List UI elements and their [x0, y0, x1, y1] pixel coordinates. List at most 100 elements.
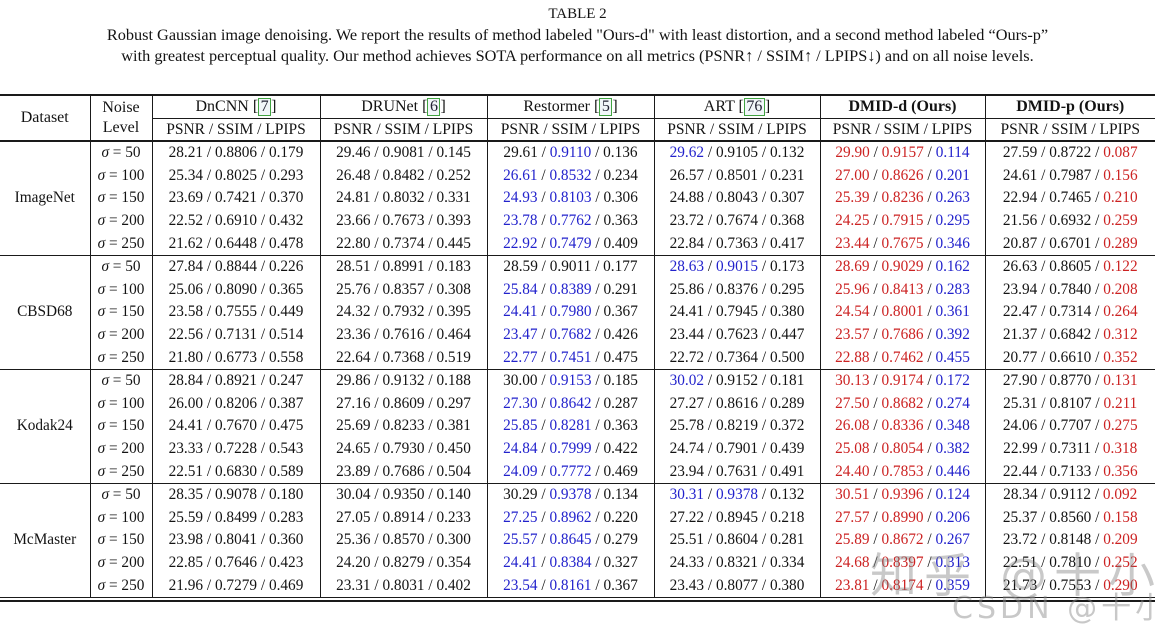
noise-level-value: σ = 50: [90, 254, 153, 279]
psnr-value: 21.73: [1002, 576, 1038, 594]
ssim-value: 0.8501: [715, 166, 759, 184]
lpips-value: 0.469: [603, 462, 638, 480]
psnr-value: 23.44: [669, 326, 705, 344]
psnr-value: 26.08: [835, 417, 870, 435]
lpips-value: 0.327: [603, 553, 638, 571]
ssim-value: 0.9105: [715, 144, 759, 162]
psnr-value: 26.61: [503, 166, 538, 184]
ssim-value: 0.8645: [549, 531, 592, 549]
ssim-value: 0.7451: [549, 348, 592, 366]
metric-cell: 29.90 / 0.9157 / 0.114: [820, 141, 986, 165]
sigma-symbol: σ: [97, 348, 106, 366]
metric-cell: 23.66 / 0.7673 / 0.393: [320, 209, 488, 233]
metric-cell: 21.62 / 0.6448 / 0.478: [152, 232, 321, 256]
lpips-value: 0.306: [603, 189, 638, 207]
ssim-value: 0.9029: [881, 258, 924, 276]
metric-cell: 27.30 / 0.8642 / 0.287: [487, 392, 655, 416]
citation-link[interactable]: 76: [743, 98, 765, 116]
noise-level-value: σ = 250: [90, 232, 153, 256]
metric-cell: 22.77 / 0.7451 / 0.475: [487, 346, 655, 370]
dataset-label: ImageNet: [0, 141, 91, 256]
lpips-value: 0.173: [769, 258, 805, 276]
lpips-value: 0.172: [935, 372, 970, 390]
noise-level-value: σ = 100: [90, 506, 153, 530]
lpips-value: 0.208: [1103, 280, 1138, 298]
ssim-value: 0.6448: [214, 234, 258, 252]
psnr-value: 21.62: [168, 234, 204, 252]
lpips-value: 0.348: [935, 417, 970, 435]
metric-cell: 23.33 / 0.7228 / 0.543: [152, 437, 321, 461]
sigma-symbol: σ: [101, 258, 109, 276]
metric-cell: 27.90 / 0.8770 / 0.131: [985, 368, 1155, 393]
psnr-value: 28.51: [336, 258, 371, 276]
ssim-value: 0.7279: [214, 576, 258, 594]
psnr-value: 20.77: [1002, 348, 1038, 366]
lpips-value: 0.402: [436, 576, 471, 594]
noise-level-value: σ = 50: [90, 368, 153, 393]
metric-cell: 28.59 / 0.9011 / 0.177: [487, 254, 655, 279]
citation-link[interactable]: 5: [599, 98, 613, 116]
citation-link[interactable]: 7: [258, 98, 272, 116]
metric-cell: 24.41 / 0.8384 / 0.327: [487, 551, 655, 575]
lpips-value: 0.275: [1103, 417, 1138, 435]
sigma-symbol: σ: [97, 394, 106, 412]
metric-cell: 27.84 / 0.8844 / 0.226: [152, 254, 321, 279]
ssim-value: 0.7762: [549, 212, 592, 230]
ssim-value: 0.8532: [549, 166, 592, 184]
lpips-value: 0.291: [603, 280, 638, 298]
ssim-value: 0.8642: [549, 394, 592, 412]
ssim-value: 0.7623: [715, 326, 759, 344]
ssim-value: 0.8672: [881, 531, 924, 549]
ssim-value: 0.8054: [881, 440, 924, 458]
psnr-value: 24.41: [503, 303, 538, 321]
ssim-value: 0.8279: [382, 553, 425, 571]
metric-cell: 24.88 / 0.8043 / 0.307: [654, 187, 821, 210]
lpips-value: 0.354: [436, 553, 471, 571]
lpips-value: 0.360: [268, 531, 304, 549]
ssim-value: 0.8990: [881, 508, 924, 526]
sigma-symbol: σ: [97, 531, 106, 549]
lpips-value: 0.259: [1103, 212, 1138, 230]
ssim-value: 0.8281: [549, 417, 592, 435]
metric-cell: 23.47 / 0.7682 / 0.426: [487, 323, 655, 347]
psnr-value: 22.77: [503, 348, 538, 366]
psnr-value: 27.25: [503, 508, 538, 526]
lpips-value: 0.233: [436, 508, 471, 526]
psnr-value: 25.96: [835, 280, 870, 298]
table-number-title: TABLE 2: [548, 6, 607, 22]
lpips-value: 0.145: [436, 144, 471, 162]
lpips-value: 0.181: [769, 372, 805, 390]
sigma-symbol: σ: [97, 234, 106, 252]
sigma-symbol: σ: [97, 280, 106, 298]
psnr-value: 28.35: [168, 486, 204, 504]
psnr-value: 27.50: [835, 394, 870, 412]
psnr-value: 21.80: [168, 348, 204, 366]
lpips-value: 0.475: [603, 348, 638, 366]
psnr-value: 24.41: [168, 417, 204, 435]
lpips-value: 0.363: [603, 417, 638, 435]
ssim-value: 0.8103: [549, 189, 592, 207]
lpips-value: 0.393: [436, 212, 471, 230]
psnr-value: 23.98: [168, 531, 204, 549]
metric-cell: 28.69 / 0.9029 / 0.162: [820, 254, 986, 279]
psnr-value: 24.20: [336, 553, 371, 571]
ssim-value: 0.8806: [214, 144, 258, 162]
lpips-value: 0.423: [268, 553, 304, 571]
psnr-value: 24.74: [669, 440, 705, 458]
lpips-value: 0.370: [268, 189, 304, 207]
metric-cell: 27.59 / 0.8722 / 0.087: [1002, 144, 1138, 162]
lpips-value: 0.140: [436, 486, 471, 504]
lpips-value: 0.372: [769, 417, 805, 435]
metric-cell: 22.44 / 0.7133 / 0.356: [1002, 462, 1138, 480]
ssim-value: 0.8032: [382, 189, 425, 207]
ssim-value: 0.8219: [715, 417, 759, 435]
metric-cell: 22.51 / 0.6830 / 0.589: [152, 460, 321, 484]
sigma-symbol: σ: [97, 303, 106, 321]
metric-cell: 24.54 / 0.8001 / 0.361: [820, 301, 986, 324]
ssim-value: 0.7465: [1049, 189, 1092, 207]
col-subheader-metrics: PSNR / SSIM / LPIPS: [152, 118, 321, 142]
dataset-label: CBSD68: [0, 254, 91, 370]
lpips-value: 0.356: [1103, 462, 1138, 480]
metric-cell: 20.77 / 0.6610 / 0.352: [1002, 348, 1138, 366]
citation-link[interactable]: 6: [427, 98, 441, 116]
